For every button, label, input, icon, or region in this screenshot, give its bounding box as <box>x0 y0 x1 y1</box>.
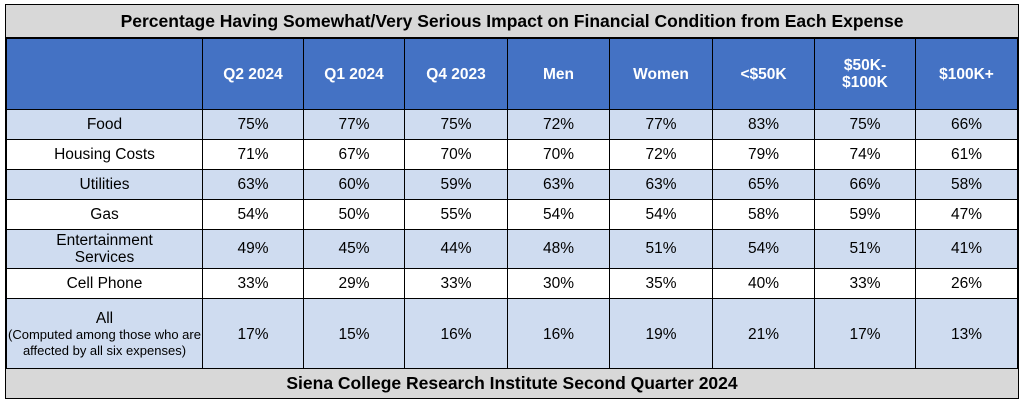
table-cell: 63% <box>507 169 610 200</box>
table-cell: 16% <box>404 298 508 371</box>
table-cell: 33% <box>404 268 508 299</box>
table-cell: 72% <box>507 109 610 140</box>
table-cell: 44% <box>404 229 508 269</box>
table-cell: 51% <box>814 229 916 269</box>
table-row: Housing Costs 71% 67% 70% 70% 72% 79% 74% 61% <box>6 139 1018 170</box>
row-label: Food <box>6 109 203 140</box>
table-cell: 47% <box>915 199 1018 230</box>
table-cell: 66% <box>814 169 916 200</box>
table-cell: 75% <box>814 109 916 140</box>
table-cell: 66% <box>915 109 1018 140</box>
table-cell: 54% <box>202 199 304 230</box>
table-row: Entertainment Services 49% 45% 44% 48% 51% 54% 5… <box>6 229 1018 269</box>
table-cell: 35% <box>609 268 713 299</box>
row-label: Housing Costs <box>6 139 203 170</box>
table-cell: 59% <box>814 199 916 230</box>
table-footer: Siena College Research Institute Second … <box>6 368 1018 398</box>
table-cell: 83% <box>712 109 815 140</box>
table-row: Food 75% 77% 75% 72% 77% 83% 75% 66% <box>6 109 1018 140</box>
column-header: Men <box>507 38 610 110</box>
table-cell: 29% <box>303 268 405 299</box>
table-cell: 72% <box>609 139 713 170</box>
table-cell: 19% <box>609 298 713 371</box>
table-cell: 41% <box>915 229 1018 269</box>
table-cell: 65% <box>712 169 815 200</box>
header-row: Q2 2024 Q1 2024 Q4 2023 Men Women <$50K $50K- $… <box>6 38 1018 110</box>
row-label: Gas <box>6 199 203 230</box>
table-cell: 75% <box>202 109 304 140</box>
table-cell: 50% <box>303 199 405 230</box>
row-label: All (Computed among those who are affecte… <box>6 298 203 371</box>
table-cell: 71% <box>202 139 304 170</box>
table-cell: 15% <box>303 298 405 371</box>
table-title: Percentage Having Somewhat/Very Serious … <box>6 5 1018 38</box>
table-row: Gas 54% 50% 55% 54% 54% 58% 59% 47% <box>6 199 1018 230</box>
table-cell: 26% <box>915 268 1018 299</box>
table-cell: 60% <box>303 169 405 200</box>
table-cell: 48% <box>507 229 610 269</box>
row-label: Entertainment Services <box>6 229 203 269</box>
table-cell: 30% <box>507 268 610 299</box>
table-cell: 33% <box>202 268 304 299</box>
row-label-text: Cell Phone <box>66 275 143 292</box>
table-cell: 74% <box>814 139 916 170</box>
table-cell: 63% <box>202 169 304 200</box>
column-header: $50K- $100K <box>814 38 916 110</box>
table-cell: 40% <box>712 268 815 299</box>
table-cell: 21% <box>712 298 815 371</box>
table-cell: 61% <box>915 139 1018 170</box>
column-header: Q4 2023 <box>404 38 508 110</box>
column-header: <$50K <box>712 38 815 110</box>
header-corner <box>6 38 203 110</box>
column-header: Women <box>609 38 713 110</box>
table-cell: 51% <box>609 229 713 269</box>
table-cell: 54% <box>507 199 610 230</box>
row-label-text: Gas <box>90 206 119 223</box>
table-frame: Percentage Having Somewhat/Very Serious … <box>5 4 1019 399</box>
row-note: (Computed among those who are affected b… <box>8 327 201 358</box>
table-row: Cell Phone 33% 29% 33% 30% 35% 40% 33% 26% <box>6 268 1018 299</box>
table-cell: 45% <box>303 229 405 269</box>
row-label: Cell Phone <box>6 268 203 299</box>
table-cell: 70% <box>507 139 610 170</box>
table-cell: 13% <box>915 298 1018 371</box>
table-row: Utilities 63% 60% 59% 63% 63% 65% 66% 58% <box>6 169 1018 200</box>
table-cell: 58% <box>915 169 1018 200</box>
table-cell: 67% <box>303 139 405 170</box>
table-cell: 33% <box>814 268 916 299</box>
table-cell: 75% <box>404 109 508 140</box>
table-cell: 58% <box>712 199 815 230</box>
table-cell: 17% <box>814 298 916 371</box>
table-cell: 59% <box>404 169 508 200</box>
row-label-text: Housing Costs <box>54 146 155 163</box>
table-cell: 77% <box>303 109 405 140</box>
row-label-text: All <box>95 310 114 327</box>
table-cell: 77% <box>609 109 713 140</box>
row-label-text: Entertainment Services <box>56 232 153 266</box>
column-header: Q1 2024 <box>303 38 405 110</box>
row-label-text: Food <box>86 116 123 133</box>
table-cell: 70% <box>404 139 508 170</box>
table-cell: 17% <box>202 298 304 371</box>
data-table: Q2 2024 Q1 2024 Q4 2023 Men Women <$50K $50K- $… <box>6 38 1018 371</box>
column-header: Q2 2024 <box>202 38 304 110</box>
table-cell: 54% <box>712 229 815 269</box>
table-cell: 79% <box>712 139 815 170</box>
table-cell: 16% <box>507 298 610 371</box>
row-label-text: Utilities <box>79 176 130 193</box>
table-row: All (Computed among those who are affecte… <box>6 298 1018 371</box>
table-cell: 54% <box>609 199 713 230</box>
table-cell: 55% <box>404 199 508 230</box>
table-cell: 63% <box>609 169 713 200</box>
row-label: Utilities <box>6 169 203 200</box>
table-cell: 49% <box>202 229 304 269</box>
column-header: $100K+ <box>915 38 1018 110</box>
